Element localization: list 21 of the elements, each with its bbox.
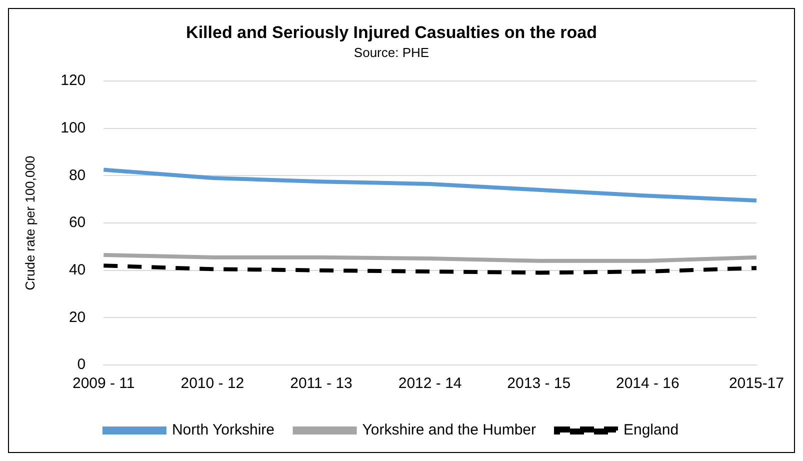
x-tick-label: 2015-17: [728, 375, 784, 392]
y-tick-label: 40: [68, 261, 86, 278]
x-tick-label: 2014 - 16: [616, 375, 680, 392]
x-tick-label: 2013 - 15: [507, 375, 571, 392]
chart-title: Killed and Seriously Injured Casualties on the road: [186, 22, 597, 42]
y-tick-label: 60: [68, 214, 86, 232]
y-axis-title: Crude rate per 100,000: [22, 156, 38, 290]
x-tick-label: 2012 - 14: [398, 375, 462, 392]
legend-label: North Yorkshire: [172, 422, 275, 439]
y-tick-label: 100: [60, 119, 86, 136]
y-tick-label: 80: [68, 166, 86, 184]
legend-label: Yorkshire and the Humber: [362, 422, 536, 439]
line-series: [102, 264, 758, 275]
y-tick-label: 0: [77, 356, 86, 374]
y-tick-label: 120: [60, 72, 86, 90]
x-tick-label: 2010 - 12: [180, 375, 244, 392]
y-tick-label: 20: [68, 308, 86, 326]
x-tick-label: 2009 - 11: [72, 375, 135, 392]
legend-label: England: [623, 422, 679, 439]
x-tick-label: 2011 - 13: [290, 375, 352, 392]
chart-subtitle: Source: PHE: [354, 44, 430, 60]
